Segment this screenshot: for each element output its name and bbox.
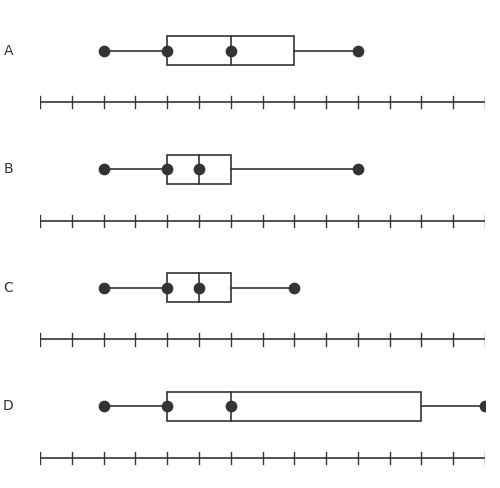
Point — [290, 284, 298, 292]
Bar — [167, 273, 230, 302]
Point — [226, 403, 234, 410]
Bar — [167, 155, 230, 183]
Text: A: A — [4, 44, 14, 58]
Point — [481, 403, 489, 410]
Point — [163, 165, 171, 173]
Point — [163, 47, 171, 55]
Bar — [167, 36, 294, 65]
Point — [354, 47, 362, 55]
Point — [195, 165, 203, 173]
Point — [100, 403, 108, 410]
Point — [354, 165, 362, 173]
Point — [163, 284, 171, 292]
Text: B: B — [4, 163, 14, 176]
Point — [195, 284, 203, 292]
Point — [100, 284, 108, 292]
Bar — [167, 392, 421, 421]
Point — [226, 47, 234, 55]
Point — [100, 47, 108, 55]
Point — [100, 165, 108, 173]
Text: D: D — [2, 399, 14, 413]
Point — [163, 403, 171, 410]
Text: C: C — [4, 281, 14, 295]
